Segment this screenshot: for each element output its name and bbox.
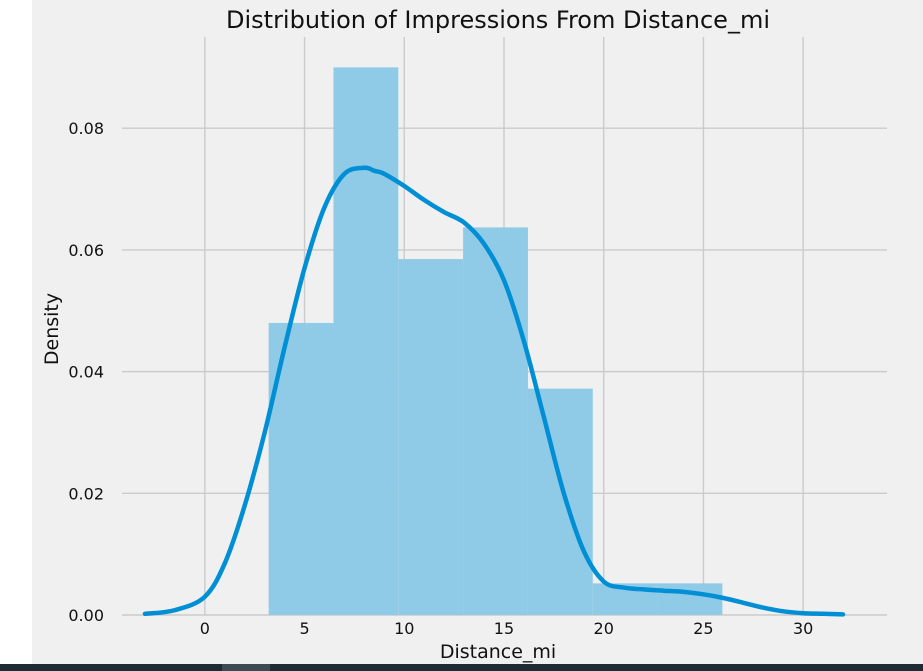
y-tick-label: 0.02 — [68, 484, 104, 503]
y-tick-labels: 0.00 0.02 0.04 0.06 0.08 — [68, 119, 104, 625]
x-tick-label: 5 — [299, 619, 309, 638]
y-tick-label: 0.06 — [68, 241, 104, 260]
chart-title: Distribution of Impressions From Distanc… — [226, 6, 770, 34]
y-tick-label: 0.08 — [68, 119, 104, 138]
histogram-bar — [333, 67, 399, 615]
x-tick-labels: 0 5 10 15 20 25 30 — [200, 619, 814, 638]
x-tick-label: 20 — [594, 619, 614, 638]
x-tick-label: 10 — [394, 619, 414, 638]
histogram-bar — [398, 259, 464, 615]
x-tick-label: 30 — [793, 619, 813, 638]
y-tick-label: 0.04 — [68, 363, 104, 382]
y-axis-label: Density — [41, 293, 63, 365]
x-tick-label: 15 — [494, 619, 514, 638]
histogram-bar — [657, 583, 723, 615]
histogram-bars — [268, 67, 723, 615]
histogram-bar — [527, 388, 593, 615]
histogram-bar — [463, 227, 528, 615]
x-tick-label: 0 — [200, 619, 210, 638]
y-tick-label: 0.00 — [68, 606, 104, 625]
x-tick-label: 25 — [693, 619, 713, 638]
kde-curve — [142, 165, 846, 617]
scrollbar-thumb[interactable] — [222, 664, 270, 671]
bottom-scrollbar[interactable] — [0, 664, 923, 671]
x-axis-label: Distance_mi — [440, 641, 556, 663]
